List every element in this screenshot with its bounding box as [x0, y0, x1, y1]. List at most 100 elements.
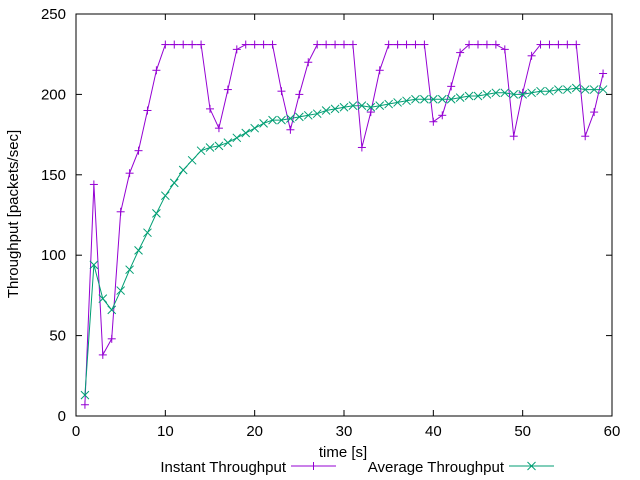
series-layer — [80, 40, 608, 409]
data-point — [518, 88, 527, 97]
data-point — [438, 111, 447, 120]
data-point — [402, 96, 411, 106]
data-point — [589, 85, 599, 94]
data-point — [268, 40, 277, 49]
data-point — [107, 334, 116, 343]
data-point — [223, 85, 232, 94]
data-point — [188, 40, 197, 49]
data-point — [322, 40, 331, 49]
data-point — [545, 86, 554, 96]
data-point — [294, 112, 304, 122]
legend-label-average: Average Throughput — [368, 459, 505, 476]
data-point — [312, 109, 322, 119]
y-tick-label: 100 — [41, 247, 66, 264]
data-point — [428, 94, 438, 104]
data-point — [437, 94, 447, 104]
data-point — [143, 106, 152, 115]
data-point — [313, 40, 322, 49]
data-point — [116, 286, 126, 295]
data-point — [134, 146, 143, 155]
data-point — [580, 85, 590, 94]
legend-swatch-marker — [309, 462, 318, 470]
data-point — [393, 40, 402, 49]
x-tick-label: 40 — [425, 423, 442, 440]
data-point — [429, 117, 438, 126]
data-point — [456, 48, 465, 57]
data-point — [384, 99, 394, 109]
data-point — [590, 108, 599, 117]
data-point — [143, 228, 152, 238]
data-point — [571, 83, 581, 93]
data-point — [331, 40, 340, 49]
data-point — [536, 86, 545, 96]
y-axis-label: Throughput [packets/sec] — [5, 130, 22, 298]
series-average-throughput — [80, 83, 608, 400]
data-point — [250, 40, 259, 49]
data-point — [500, 45, 509, 54]
data-point — [196, 146, 206, 156]
data-point — [581, 132, 590, 141]
plot-border — [75, 13, 613, 417]
y-tick-label: 200 — [41, 86, 66, 103]
data-point — [161, 40, 170, 49]
data-point — [277, 87, 286, 96]
series-line — [84, 44, 604, 405]
data-point — [366, 108, 375, 117]
data-point — [134, 246, 143, 255]
data-point — [303, 110, 313, 120]
data-point — [562, 85, 572, 94]
data-point — [509, 90, 519, 99]
data-point — [98, 294, 108, 303]
x-tick-label: 0 — [72, 423, 80, 440]
x-axis-label: time [s] — [319, 444, 367, 461]
data-point — [170, 40, 179, 49]
data-point — [545, 40, 554, 49]
data-point — [384, 40, 393, 49]
data-point — [340, 40, 348, 49]
data-point — [357, 143, 366, 152]
data-point — [366, 102, 376, 112]
x-tick-label: 10 — [157, 423, 174, 440]
data-point — [152, 66, 161, 75]
data-point — [89, 180, 98, 189]
legend-swatch-marker — [527, 461, 536, 471]
data-point — [491, 88, 501, 98]
data-point — [286, 125, 295, 134]
data-point — [206, 104, 214, 113]
data-point — [330, 104, 340, 114]
data-point — [402, 40, 411, 49]
data-point — [89, 260, 99, 270]
data-point — [277, 115, 286, 125]
y-tick-label: 0 — [58, 408, 66, 425]
data-point — [304, 58, 313, 67]
data-point — [411, 40, 420, 49]
data-point — [214, 141, 224, 151]
data-point — [482, 90, 492, 99]
data-point — [125, 265, 134, 275]
data-point — [411, 94, 420, 104]
data-point — [187, 155, 197, 165]
data-point — [465, 40, 474, 49]
x-tick-label: 20 — [246, 423, 263, 440]
data-point — [348, 101, 358, 111]
data-point — [554, 40, 563, 49]
data-point — [447, 82, 456, 91]
data-point — [563, 40, 572, 49]
data-point — [375, 66, 384, 75]
data-point — [375, 101, 385, 111]
data-point — [80, 390, 90, 400]
data-point — [98, 350, 107, 359]
data-point — [259, 118, 268, 128]
data-point — [197, 40, 206, 49]
data-point — [420, 94, 429, 104]
data-point — [357, 101, 367, 111]
data-point — [80, 400, 89, 409]
x-tick-label: 60 — [604, 423, 621, 440]
data-point — [295, 90, 304, 99]
data-point — [286, 114, 295, 123]
data-point — [241, 128, 251, 138]
data-point — [259, 40, 268, 49]
data-point — [518, 90, 528, 99]
data-point — [500, 88, 510, 98]
